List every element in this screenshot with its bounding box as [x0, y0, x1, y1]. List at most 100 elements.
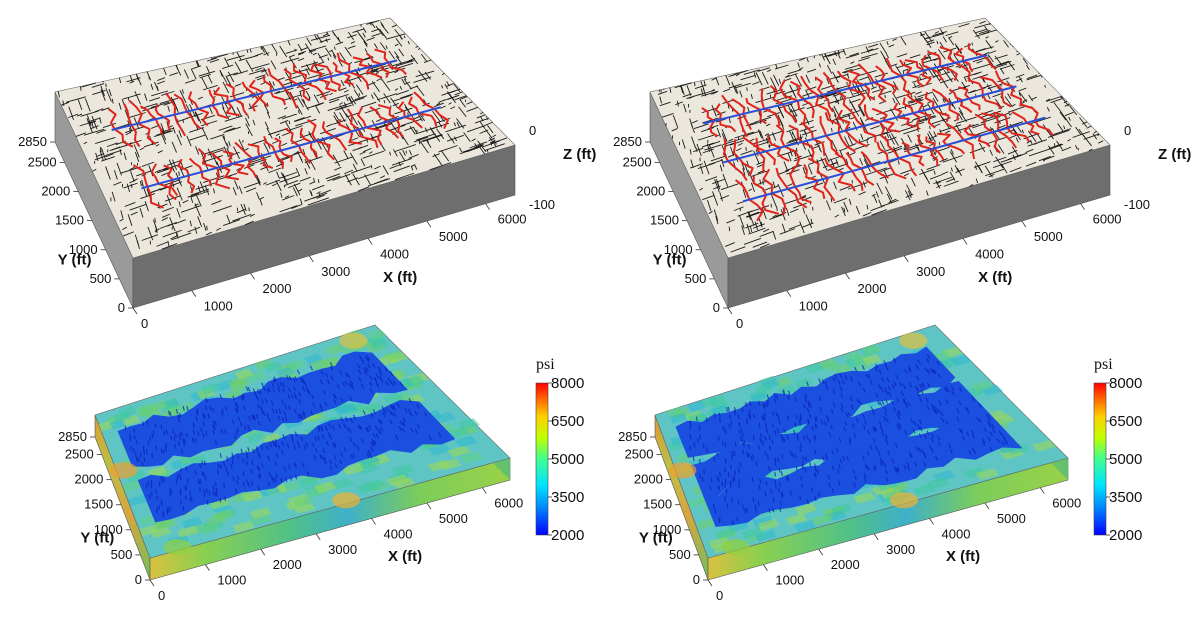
- x-tick-label: 5000: [1034, 229, 1063, 244]
- x-tick-label: 4000: [380, 246, 409, 261]
- x-tick-label: 2000: [858, 281, 887, 296]
- colorbar-tick-label: 2000: [551, 527, 584, 544]
- x-tick-label: 3000: [321, 264, 350, 279]
- colorbar-tick-label: 6500: [551, 413, 584, 430]
- colorbar-tick-label: 5000: [1109, 451, 1142, 468]
- x-tick-label: 5000: [439, 229, 468, 244]
- y-tick-label: 1500: [55, 213, 84, 228]
- x-tick-label: 1000: [204, 299, 233, 314]
- axis-ticks: 0500100015002000250028500100020003000400…: [58, 429, 523, 603]
- colorbar-tick-label: 2000: [1109, 527, 1142, 544]
- horizontal-well-1: [141, 106, 442, 190]
- colorbar-gradient: [1093, 382, 1107, 536]
- colorbar-tick-label: 3500: [1109, 489, 1142, 506]
- colorbar-unit: psi: [1094, 356, 1113, 373]
- horizontal-well-2: [111, 59, 398, 131]
- colorbar-tick-label: 8000: [1109, 375, 1142, 392]
- z-tick-label: -100: [1124, 197, 1150, 212]
- y-tick-label: 1500: [643, 497, 672, 512]
- y-axis-label: Y (ft): [653, 252, 687, 269]
- x-tick-label: 1000: [799, 299, 828, 314]
- y-tick-label: 1500: [650, 213, 679, 228]
- x-tick-label: 4000: [975, 246, 1004, 261]
- y-tick-label: 1000: [69, 242, 98, 257]
- y-tick-label: 500: [685, 271, 707, 286]
- y-tick-label: 1500: [84, 497, 113, 512]
- y-tick-label: 2500: [65, 447, 94, 462]
- z-tick-label: 0: [1124, 123, 1131, 138]
- y-tick-label: 2000: [74, 472, 103, 487]
- x-tick-label: 3000: [328, 542, 357, 557]
- x-tick-label: 0: [141, 316, 148, 331]
- colorbar-tick-label: 3500: [551, 489, 584, 506]
- y-tick-label: 2500: [623, 154, 652, 169]
- y-axis-label: Y (ft): [639, 529, 673, 546]
- y-tick-label: 500: [90, 271, 112, 286]
- x-axis-label: X (ft): [978, 269, 1012, 286]
- x-axis-label: X (ft): [383, 269, 417, 286]
- axis-ticks: 0 500 1000 1500 2000 2500 2850 0 1000 2000 3000 400…: [18, 123, 555, 331]
- natural-fractures: [57, 20, 508, 250]
- y-tick-label: 2850: [613, 134, 642, 149]
- x-tick-label: 6000: [1052, 496, 1081, 511]
- y-tick-label: 2000: [41, 184, 70, 199]
- x-tick-label: 1000: [217, 573, 246, 588]
- y-tick-label: 0: [118, 300, 125, 315]
- colorbar-tick-label: 5000: [551, 451, 584, 468]
- y-tick-label: 2500: [625, 447, 654, 462]
- horizontal-well-1: [742, 116, 1046, 203]
- pressure-field: [667, 332, 1056, 556]
- x-tick-label: 4000: [384, 526, 413, 541]
- colorbar-gradient: [535, 382, 549, 536]
- y-tick-label: 1000: [94, 522, 123, 537]
- z-axis-label: Z (ft): [563, 146, 596, 163]
- colorbar: psi 8000 6500 5000 3500 2000: [1093, 356, 1142, 544]
- z-tick-label: -100: [529, 197, 555, 212]
- y-tick-label: 1000: [664, 242, 693, 257]
- y-tick-label: 0: [713, 300, 720, 315]
- y-tick-label: 2850: [58, 429, 87, 444]
- axis-ticks: 0 500 1000 1500 2000 2500 2850 0 1000 2000 3000 400…: [613, 123, 1150, 331]
- x-tick-label: 3000: [916, 264, 945, 279]
- y-tick-label: 2500: [28, 154, 57, 169]
- x-tick-label: 2000: [831, 557, 860, 572]
- y-tick-label: 2850: [18, 134, 47, 149]
- x-tick-label: 6000: [1093, 212, 1122, 227]
- colorbar-tick-label: 8000: [551, 375, 584, 392]
- panel-br: 0500100015002000250028500100020003000400…: [618, 324, 1142, 603]
- x-tick-label: 6000: [494, 496, 523, 511]
- y-axis-label: Y (ft): [80, 529, 114, 546]
- y-tick-label: 0: [693, 572, 700, 587]
- x-tick-label: 4000: [942, 526, 971, 541]
- x-tick-label: 0: [736, 316, 743, 331]
- x-tick-label: 5000: [997, 511, 1026, 526]
- panel-tl: 0 500 1000 1500 2000 2500 2850 0 1000 2000 3000 400…: [18, 17, 596, 331]
- y-tick-label: 0: [135, 572, 142, 587]
- y-tick-label: 2850: [618, 429, 647, 444]
- x-tick-label: 2000: [263, 281, 292, 296]
- x-tick-label: 0: [158, 588, 165, 603]
- horizontal-well-2: [722, 85, 1017, 164]
- axis-ticks: 0500100015002000250028500100020003000400…: [618, 429, 1081, 603]
- x-tick-label: 2000: [273, 557, 302, 572]
- y-tick-label: 500: [111, 547, 133, 562]
- x-tick-label: 0: [716, 588, 723, 603]
- x-tick-label: 6000: [498, 212, 527, 227]
- y-tick-label: 1000: [652, 522, 681, 537]
- horizontal-well-3: [703, 54, 988, 125]
- colorbar-tick-label: 6500: [1109, 413, 1142, 430]
- x-tick-label: 5000: [439, 511, 468, 526]
- x-axis-label: X (ft): [388, 548, 422, 565]
- z-axis-label: Z (ft): [1158, 146, 1191, 163]
- pressure-field: [98, 329, 484, 556]
- colorbar: psi 8000 6500 5000 3500 2000: [535, 356, 584, 544]
- z-tick-label: 0: [529, 123, 536, 138]
- x-axis-label: X (ft): [946, 548, 980, 565]
- y-tick-label: 500: [669, 547, 691, 562]
- colorbar-unit: psi: [536, 356, 555, 373]
- y-axis-label: Y (ft): [58, 252, 92, 269]
- panel-bl: 0500100015002000250028500100020003000400…: [58, 324, 584, 603]
- panel-tr: 0 500 1000 1500 2000 2500 2850 0 1000 2000 3000 400…: [613, 17, 1191, 331]
- y-tick-label: 2000: [636, 184, 665, 199]
